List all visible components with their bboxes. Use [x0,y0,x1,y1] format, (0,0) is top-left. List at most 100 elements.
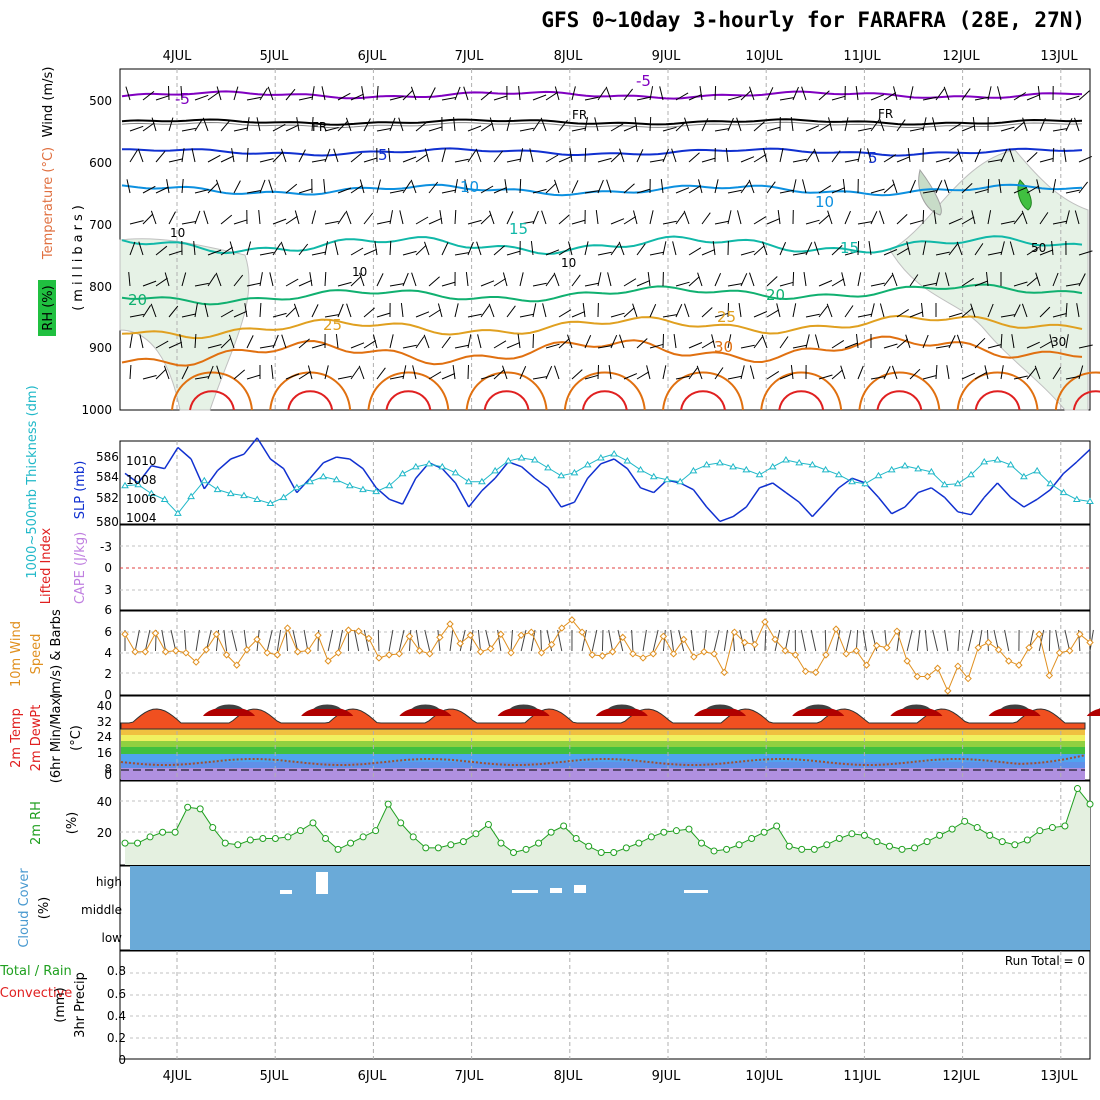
wind-barb [701,340,715,349]
thickness-marker [570,468,579,476]
wind10m-marker [598,652,607,660]
wind-barb [1036,179,1041,194]
wind-barb [684,117,690,132]
wind-barb [1052,272,1059,287]
wind-barb [410,86,417,101]
wind-barb [961,307,974,318]
wind10m-marker [151,629,160,637]
wind-barb [350,367,360,380]
wind-barb [493,150,503,163]
wind-barb [271,365,274,380]
wind10m-barb [845,629,852,652]
wind-barb [727,334,732,349]
rh-marker [936,831,944,839]
wind10m-marker [476,648,485,656]
wind10m-barb [1004,629,1010,652]
wind-barb [467,150,477,163]
wind-barb [777,210,781,225]
wind-barb [376,128,391,132]
wind-barb [372,334,378,349]
wind-barb [363,157,378,163]
isotherm-arc [1072,390,1100,411]
wind-barb [725,148,729,163]
bottom-date-label: 6JUL [358,1069,388,1084]
rh-marker [196,805,204,813]
thickness-tick: 582 [96,491,119,505]
wind-barb [610,243,620,256]
wind-barb [857,127,872,132]
wind-barb [412,365,417,380]
thickness-marker [279,493,288,501]
wind-barb [727,189,742,194]
slp-line-segment [441,468,457,484]
wind-barb [831,339,845,349]
wind-barb [896,308,909,318]
isotherm-label-15: 15 [840,239,859,257]
wind-barb [259,302,262,318]
wind-barb [480,90,493,101]
wind-barb [805,334,810,349]
dewpoint-line [120,754,1086,766]
rh2m-tick: 20 [97,826,112,840]
wind-barb [1009,148,1015,163]
wind10m-line-segment [429,637,441,655]
wind-barb [961,125,976,132]
wind10m-line-segment [256,639,268,654]
wind-barb [790,365,794,380]
rh-marker [785,842,793,850]
wind-barb [298,149,306,163]
wind-barb [150,210,157,225]
wind-barb [891,272,898,287]
temp-max-cap [313,704,342,709]
wind-barb [740,181,750,194]
wind-barb [662,365,667,380]
rh-marker [572,834,580,842]
wind-barb [452,365,456,380]
wind-barb [267,86,274,101]
wind-barb [922,282,937,287]
wind10m-line-segment [723,632,735,673]
wind-barb [285,124,299,132]
thickness-marker [425,459,433,467]
rh-marker [472,830,480,838]
wind-barb [987,344,1002,349]
wind-barb [280,148,287,163]
wind-barb [701,118,709,132]
wind-barb [139,334,144,349]
wind-barb [961,88,971,101]
wind-barb [1078,344,1093,349]
thickness-marker [544,463,552,471]
wind-barb [216,86,222,101]
slp-line-segment [983,482,999,498]
wind10m-line-segment [510,635,522,654]
wind-barb [441,373,456,380]
wind-barb [597,345,612,349]
wind-barb [168,341,183,349]
slp-panel [119,440,1091,525]
thickness-marker [345,481,354,489]
wind-barb [675,121,687,132]
rh-marker [447,841,455,849]
wind10m-barb [944,629,949,652]
isotherm-arc [974,390,1021,411]
rh-marker [1036,827,1044,835]
wind-barb [359,272,365,287]
slp-line-segment [930,487,946,499]
wind-barb [736,117,742,132]
wind10m-marker [415,647,424,655]
wind-barb [428,217,443,225]
wind-barb [324,365,329,380]
wind-barb [138,241,144,256]
rh-marker [998,838,1006,846]
wind-barb [168,305,179,318]
slp-line-segment [269,458,285,470]
wind10m-line-segment [896,631,908,662]
thickness-marker [953,479,962,487]
slp-line-segment [481,477,496,492]
thickness-marker [887,465,896,473]
slp-line-segment [203,470,219,490]
wind10m-marker [324,657,332,665]
wind-barb [285,88,296,101]
wind-barb [532,282,547,287]
wind-barb [688,276,700,287]
